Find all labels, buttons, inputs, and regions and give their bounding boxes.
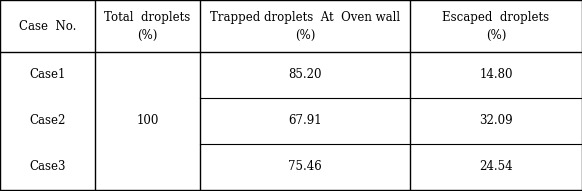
Text: 75.46: 75.46 — [288, 160, 322, 173]
Text: Total  droplets
(%): Total droplets (%) — [104, 11, 191, 41]
Text: Case2: Case2 — [29, 114, 66, 128]
Text: Case3: Case3 — [29, 160, 66, 173]
Text: Case1: Case1 — [29, 69, 66, 82]
Text: 24.54: 24.54 — [479, 160, 513, 173]
Text: 32.09: 32.09 — [479, 114, 513, 128]
Text: Trapped droplets  At  Oven wall
(%): Trapped droplets At Oven wall (%) — [210, 11, 400, 41]
Text: 85.20: 85.20 — [288, 69, 322, 82]
Text: Escaped  droplets
(%): Escaped droplets (%) — [442, 11, 549, 41]
Text: 67.91: 67.91 — [288, 114, 322, 128]
Text: 14.80: 14.80 — [479, 69, 513, 82]
Text: Case  No.: Case No. — [19, 19, 76, 32]
Text: 100: 100 — [136, 114, 159, 128]
